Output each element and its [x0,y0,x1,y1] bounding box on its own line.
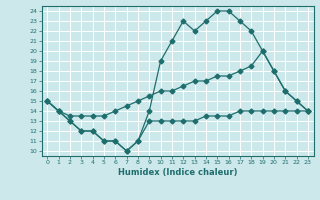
X-axis label: Humidex (Indice chaleur): Humidex (Indice chaleur) [118,168,237,177]
